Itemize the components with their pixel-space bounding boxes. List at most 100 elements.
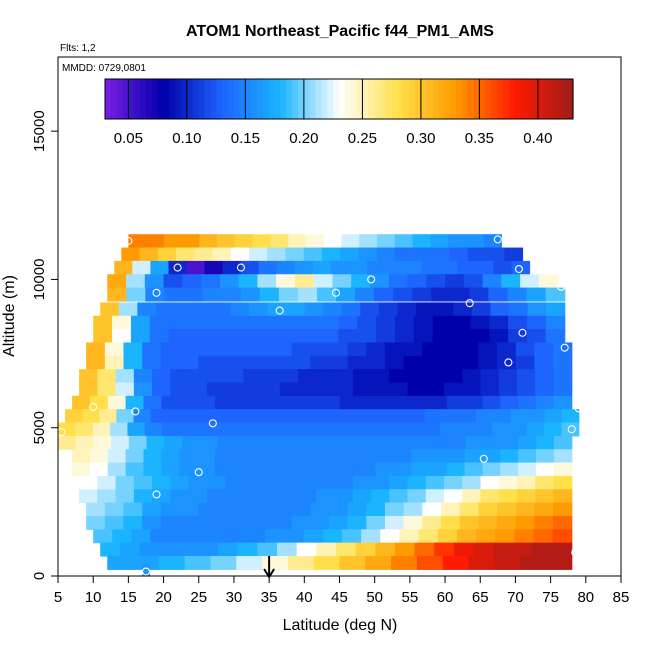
heatmap-cell bbox=[296, 542, 317, 557]
heatmap-cell bbox=[489, 315, 509, 330]
heatmap-cell bbox=[497, 515, 517, 530]
heatmap-cell bbox=[288, 435, 307, 450]
heatmap-cell bbox=[121, 247, 141, 262]
heatmap-cell bbox=[553, 489, 573, 504]
colorbar-swatch bbox=[362, 79, 369, 119]
heatmap-cell bbox=[142, 342, 162, 357]
heatmap-cell bbox=[187, 329, 207, 344]
heatmap-cell bbox=[517, 475, 536, 490]
heatmap-cell bbox=[225, 382, 244, 397]
colorbar-swatch bbox=[502, 79, 510, 119]
heatmap-cell bbox=[300, 315, 321, 330]
heatmap-cell bbox=[388, 274, 409, 289]
heatmap-cell bbox=[254, 502, 274, 517]
heatmap-cell bbox=[411, 395, 430, 410]
heatmap-cell bbox=[58, 435, 77, 450]
heatmap-cell bbox=[100, 302, 120, 317]
sample-point bbox=[152, 288, 161, 297]
heatmap-cell bbox=[235, 435, 254, 450]
heatmap-cell bbox=[146, 435, 165, 450]
heatmap-cell bbox=[536, 435, 555, 450]
heatmap-cell bbox=[179, 449, 198, 464]
x-tick-label: 65 bbox=[472, 589, 489, 606]
heatmap-cell bbox=[394, 329, 415, 344]
heatmap-cell bbox=[517, 382, 536, 397]
heatmap-cell bbox=[457, 422, 476, 437]
heatmap-cell bbox=[403, 355, 423, 370]
heatmap-cell bbox=[357, 462, 377, 477]
heatmap-cell bbox=[237, 542, 258, 557]
heatmap-cell bbox=[235, 515, 255, 530]
colorbar-swatch bbox=[374, 79, 381, 119]
heatmap-cell bbox=[137, 302, 157, 317]
heatmap-cell bbox=[545, 287, 566, 302]
heatmap-cell bbox=[133, 409, 152, 424]
colorbar-swatch bbox=[257, 79, 264, 119]
x-tick-label: 45 bbox=[331, 589, 348, 606]
heatmap-cell bbox=[497, 502, 517, 517]
heatmap-cell bbox=[468, 555, 495, 570]
heatmap-cell bbox=[304, 395, 323, 410]
heatmap-cell bbox=[261, 475, 281, 490]
heatmap-cell bbox=[179, 502, 199, 517]
colorbar-tick-label: 0.25 bbox=[348, 130, 377, 147]
heatmap-cell bbox=[387, 422, 406, 437]
heatmap-cell bbox=[300, 329, 321, 344]
heatmap-cell bbox=[164, 435, 183, 450]
heatmap-cell bbox=[261, 489, 281, 504]
heatmap-cell bbox=[163, 274, 183, 289]
heatmap-cell bbox=[142, 502, 162, 517]
heatmap-cell bbox=[446, 395, 466, 410]
colorbar-swatch bbox=[496, 79, 504, 119]
colorbar-swatch bbox=[327, 79, 334, 119]
heatmap-cell bbox=[115, 382, 135, 397]
heatmap-cell bbox=[281, 329, 302, 344]
heatmap-cell bbox=[312, 260, 332, 275]
heatmap-cell bbox=[298, 369, 317, 384]
heatmap-cell bbox=[86, 502, 106, 517]
heatmap-cell bbox=[125, 449, 145, 464]
y-tick-label: 10000 bbox=[31, 259, 48, 301]
heatmap-cell bbox=[430, 435, 449, 450]
colorbar-frame bbox=[104, 78, 574, 120]
x-tick-label: 80 bbox=[577, 589, 594, 606]
heatmap-cell bbox=[291, 502, 311, 517]
colorbar-swatch bbox=[473, 79, 480, 119]
heatmap-cell bbox=[72, 395, 91, 410]
x-axis: 5 10 15 20 25 30 35 40 45 50 55 60 65 70 75 80 85 bbox=[54, 575, 629, 606]
colorbar: 0.05 0.10 0.15 0.20 0.25 0.30 0.35 0.40 bbox=[104, 78, 574, 147]
heatmap-cell bbox=[520, 274, 540, 289]
heatmap-cell bbox=[355, 542, 376, 557]
heatmap-cell bbox=[451, 315, 471, 330]
heatmap-cell bbox=[467, 247, 487, 262]
heatmap-cell bbox=[125, 395, 145, 410]
sample-point bbox=[493, 235, 502, 244]
colorbar-swatch bbox=[368, 79, 375, 119]
heatmap-cell bbox=[448, 234, 467, 249]
heatmap-cell bbox=[411, 462, 430, 477]
heatmap-cell bbox=[304, 302, 324, 317]
sample-point bbox=[173, 263, 182, 272]
heatmap-cell bbox=[384, 342, 405, 357]
heatmap-cell bbox=[515, 502, 535, 517]
heatmap-cell bbox=[179, 515, 199, 530]
heatmap-cell bbox=[554, 435, 573, 450]
colorbar-swatch bbox=[385, 79, 393, 119]
heatmap-cell bbox=[338, 329, 358, 344]
heatmap-cell bbox=[281, 315, 302, 330]
heatmap-cell bbox=[425, 369, 445, 384]
heatmap-cell bbox=[431, 247, 451, 262]
heatmap-cell bbox=[441, 355, 461, 370]
heatmap-cell bbox=[150, 409, 169, 424]
sample-point bbox=[465, 299, 474, 308]
heatmap-cell bbox=[374, 287, 394, 302]
heatmap-cell bbox=[268, 395, 287, 410]
x-tick-label: 50 bbox=[366, 589, 383, 606]
heatmap-cell bbox=[553, 382, 573, 397]
colorbar-tick-label: 0.15 bbox=[231, 130, 260, 147]
heatmap-cell bbox=[517, 369, 536, 384]
heatmap-cell bbox=[462, 475, 482, 490]
heatmap-cell bbox=[357, 449, 377, 464]
x-axis-label: Latitude (deg N) bbox=[283, 617, 398, 634]
heatmap-cell bbox=[272, 355, 293, 370]
